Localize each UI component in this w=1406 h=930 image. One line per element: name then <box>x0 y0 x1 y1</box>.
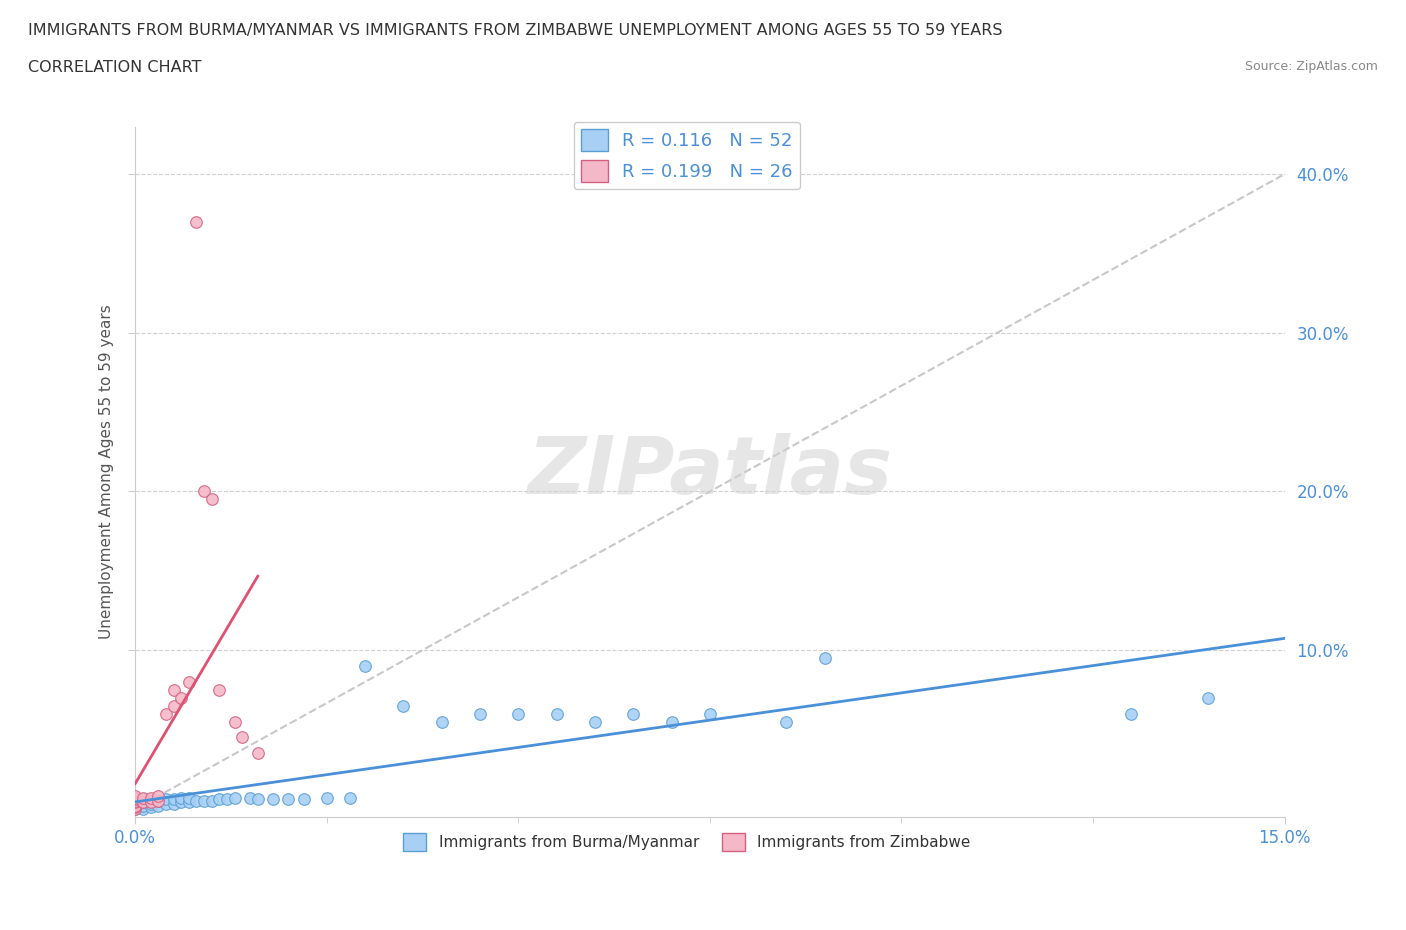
Point <box>546 706 568 721</box>
Point <box>814 651 837 666</box>
Point <box>124 791 146 806</box>
Point <box>277 791 299 806</box>
Point <box>162 797 184 812</box>
Point <box>155 797 177 812</box>
Point <box>392 698 415 713</box>
Point <box>170 790 193 805</box>
Point <box>775 714 797 729</box>
Text: CORRELATION CHART: CORRELATION CHART <box>28 60 201 75</box>
Point <box>661 714 683 729</box>
Point <box>132 795 155 810</box>
Point <box>124 798 146 813</box>
Point <box>148 793 170 808</box>
Point <box>224 714 246 729</box>
Point <box>262 791 284 806</box>
Point <box>139 800 162 815</box>
Point <box>162 791 184 806</box>
Point <box>124 802 146 817</box>
Point <box>124 800 146 815</box>
Point <box>124 795 146 810</box>
Point <box>124 800 146 815</box>
Point <box>162 698 184 713</box>
Point <box>124 790 146 805</box>
Point <box>246 791 269 806</box>
Point <box>246 746 269 761</box>
Point <box>186 214 208 229</box>
Point <box>139 790 162 805</box>
Point <box>124 793 146 808</box>
Point <box>193 793 215 808</box>
Point <box>148 793 170 808</box>
Point <box>124 802 146 817</box>
Point <box>217 791 239 806</box>
Point <box>148 798 170 813</box>
Point <box>124 798 146 813</box>
Point <box>148 789 170 804</box>
Point <box>468 706 491 721</box>
Point <box>315 790 337 805</box>
Point <box>339 790 361 805</box>
Point <box>132 795 155 810</box>
Point <box>132 790 155 805</box>
Point <box>124 793 146 808</box>
Point <box>177 790 200 805</box>
Point <box>186 793 208 808</box>
Text: IMMIGRANTS FROM BURMA/MYANMAR VS IMMIGRANTS FROM ZIMBABWE UNEMPLOYMENT AMONG AGE: IMMIGRANTS FROM BURMA/MYANMAR VS IMMIGRA… <box>28 23 1002 38</box>
Point <box>430 714 453 729</box>
Point <box>139 793 162 808</box>
Point <box>292 791 315 806</box>
Point <box>1121 706 1143 721</box>
Point <box>155 706 177 721</box>
Point <box>1197 690 1219 705</box>
Point <box>193 484 215 498</box>
Point <box>124 789 146 804</box>
Point <box>132 798 155 813</box>
Point <box>699 706 721 721</box>
Text: ZIPatlas: ZIPatlas <box>527 432 893 511</box>
Point <box>224 790 246 805</box>
Point <box>170 690 193 705</box>
Point <box>201 492 224 507</box>
Point <box>231 730 253 745</box>
Point <box>583 714 606 729</box>
Point <box>239 790 262 805</box>
Point <box>208 791 231 806</box>
Point <box>508 706 530 721</box>
Point <box>177 795 200 810</box>
Point <box>354 658 377 673</box>
Point <box>139 795 162 810</box>
Point <box>208 683 231 698</box>
Point <box>177 674 200 689</box>
Point <box>124 790 146 805</box>
Point <box>124 797 146 812</box>
Text: Source: ZipAtlas.com: Source: ZipAtlas.com <box>1244 60 1378 73</box>
Point <box>155 791 177 806</box>
Point <box>132 791 155 806</box>
Point <box>621 706 644 721</box>
Point <box>170 795 193 810</box>
Y-axis label: Unemployment Among Ages 55 to 59 years: Unemployment Among Ages 55 to 59 years <box>100 304 114 639</box>
Point <box>124 791 146 806</box>
Point <box>201 793 224 808</box>
Point <box>132 802 155 817</box>
Point <box>124 795 146 810</box>
Point <box>162 683 184 698</box>
Legend: Immigrants from Burma/Myanmar, Immigrants from Zimbabwe: Immigrants from Burma/Myanmar, Immigrant… <box>398 827 976 857</box>
Point <box>139 797 162 812</box>
